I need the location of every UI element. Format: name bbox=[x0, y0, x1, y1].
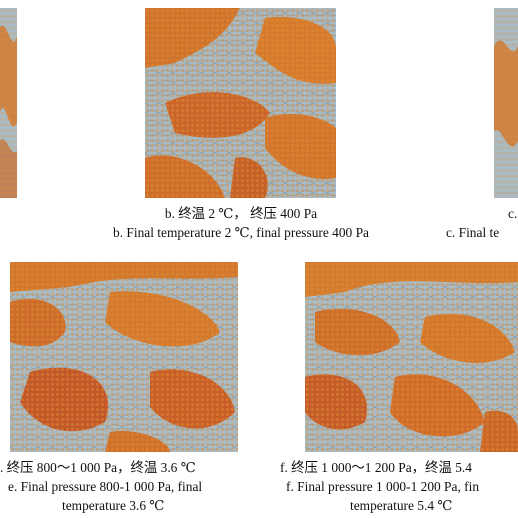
panel-e-image bbox=[10, 262, 238, 452]
caption-e-en-2: temperature 3.6 ℃ bbox=[62, 498, 165, 513]
caption-f-en-2: temperature 5.4 ℃ bbox=[350, 498, 453, 513]
microscopy-image bbox=[145, 8, 336, 198]
panel-a-image bbox=[0, 8, 17, 198]
caption-e: e. 终压 800～1 000 Pa，终温 3.6 ℃ e. Final pre… bbox=[0, 458, 258, 515]
caption-c: c. c. Final te bbox=[446, 204, 518, 242]
microscopy-image bbox=[10, 262, 238, 452]
panel-c-image bbox=[494, 8, 518, 198]
microscopy-image bbox=[0, 8, 17, 198]
caption-b-zh: b. 终温 2 ℃， 终压 400 Pa bbox=[164, 206, 318, 221]
microscopy-image bbox=[494, 8, 518, 198]
panel-f-image bbox=[305, 262, 518, 452]
panel-b-image bbox=[145, 8, 336, 198]
caption-b: b. 终温 2 ℃， 终压 400 Pa b. Final temperatur… bbox=[84, 204, 398, 242]
caption-b-en: b. Final temperature 2 ℃, final pressure… bbox=[113, 225, 369, 240]
caption-c-zh: c. bbox=[508, 206, 518, 221]
caption-c-en: c. Final te bbox=[446, 225, 500, 240]
caption-f-zh: f. 终压 1 000～1 200 Pa，终温 5.4 bbox=[280, 460, 472, 475]
caption-e-zh: e. 终压 800～1 000 Pa，终温 3.6 ℃ bbox=[0, 460, 196, 475]
caption-e-en-1: e. Final pressure 800-1 000 Pa, final bbox=[8, 479, 203, 494]
microscopy-image bbox=[305, 262, 518, 452]
caption-f-en-1: f. Final pressure 1 000-1 200 Pa, fin bbox=[286, 479, 480, 494]
caption-f: f. 终压 1 000～1 200 Pa，终温 5.4 f. Final pre… bbox=[280, 458, 518, 515]
